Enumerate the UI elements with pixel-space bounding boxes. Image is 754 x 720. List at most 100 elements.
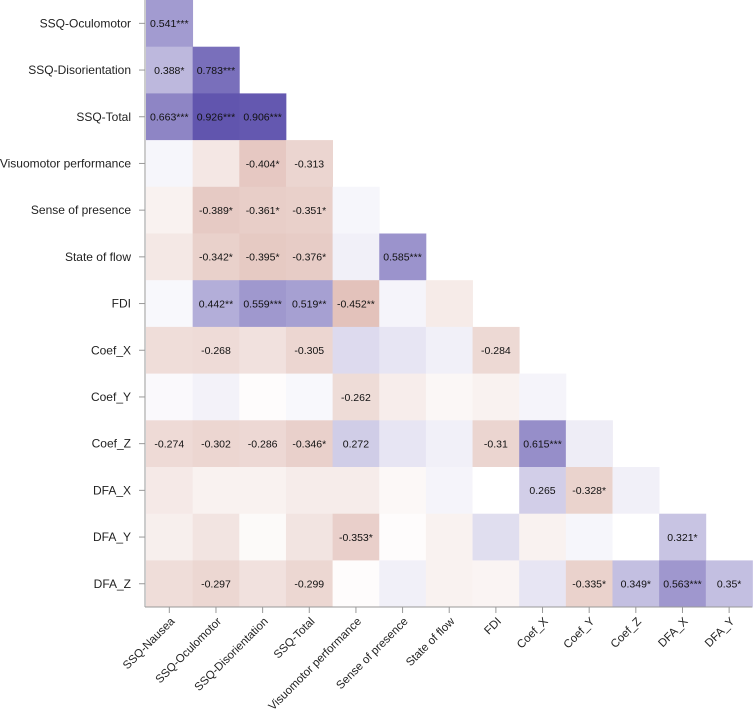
heatmap-cell-coef-x-ssq-disorientation [239,326,287,374]
row-label-dfa-z: DFA_Z [94,577,131,591]
heatmap-cell-coef-x-sense-of-presence [379,326,427,374]
cell-value-label: -0.299 [294,579,324,591]
heatmap-cell-dfa-y-coef-z [612,513,660,561]
heatmap-cell-dfa-z-ssq-total [285,560,333,608]
row-label-coef-z: Coef_Z [92,437,131,451]
heatmap-cell-dfa-z-coef-z [612,560,660,608]
cell-value-label: -0.305 [294,345,324,357]
heatmap-cell-coef-y-state-of-flow [425,373,473,421]
heatmap-cell-dfa-y-ssq-total [285,513,333,561]
heatmap-cell-dfa-y-coef-y [565,513,613,561]
cell-value-label: -0.284 [481,345,511,357]
heatmap-cell-coef-y-ssq-nausea [146,373,194,421]
heatmap-cell-dfa-z-coef-x [519,560,567,608]
heatmap-cell-dfa-y-state-of-flow [425,513,473,561]
heatmap-cell-ssq-total-ssq-nausea [146,93,194,141]
heatmap-cell-coef-z-ssq-total [285,420,333,468]
cell-value-label: -0.351* [292,205,326,217]
cell-value-label: -0.274 [154,438,184,450]
cell-value-label: 0.906*** [243,112,282,124]
heatmap-cell-coef-z-ssq-nausea [146,420,194,468]
heatmap-cell-fdi-ssq-nausea [146,280,194,328]
heatmap-cell-ssq-total-ssq-disorientation [239,93,287,141]
heatmap-cell-fdi-ssq-total [285,280,333,328]
heatmap-cell-fdi-visuomotor-performance [332,280,380,328]
heatmap-cell-sense-of-presence-ssq-total [285,186,333,234]
heatmap-cell-state-of-flow-ssq-disorientation [239,233,287,281]
row-label-ssq-oculomotor: SSQ-Oculomotor [40,16,131,30]
heatmap-cell-sense-of-presence-visuomotor-performance [332,186,380,234]
cell-value-label: 0.585*** [383,252,422,264]
heatmap-cell-dfa-x-ssq-nausea [146,467,194,515]
heatmap-cell-state-of-flow-sense-of-presence [379,233,427,281]
heatmap-cell-dfa-z-dfa-y [705,560,753,608]
heatmap-cell-dfa-z-ssq-nausea [146,560,194,608]
cell-value-label: -0.286 [248,438,278,450]
col-label-visuomotor-performance: Visuomotor performance [267,616,364,713]
heatmap-cell-coef-y-fdi [472,373,520,421]
heatmap-cell-coef-y-sense-of-presence [379,373,427,421]
cell-value-label: 0.349* [621,579,651,591]
col-label-coef-y: Coef_Y [562,615,598,651]
heatmap-cell-state-of-flow-visuomotor-performance [332,233,380,281]
heatmap-cell-state-of-flow-ssq-oculomotor [192,233,240,281]
cell-value-label: -0.262 [341,392,371,404]
cell-value-label: 0.783*** [197,65,236,77]
heatmap-cell-coef-z-fdi [472,420,520,468]
heatmap-cell-dfa-x-state-of-flow [425,467,473,515]
row-label-state-of-flow: State of flow [65,250,131,264]
heatmap-cell-dfa-y-fdi [472,513,520,561]
heatmap-cell-visuomotor-performance-ssq-total [285,140,333,188]
heatmap-cell-coef-y-coef-x [519,373,567,421]
cell-value-label: -0.389* [199,205,233,217]
cell-value-label: -0.404* [246,158,280,170]
heatmap-cell-sense-of-presence-ssq-disorientation [239,186,287,234]
cell-value-label: 0.265 [529,485,555,497]
heatmap-cell-coef-x-fdi [472,326,520,374]
cell-value-label: -0.361* [246,205,280,217]
heatmap-cell-dfa-y-ssq-disorientation [239,513,287,561]
col-label-coef-z: Coef_Z [609,616,644,651]
cell-value-label: 0.559*** [243,298,282,310]
col-label-dfa-x: DFA_X [656,615,690,649]
cell-value-label: -0.452** [337,298,375,310]
heatmap-cell-dfa-x-ssq-total [285,467,333,515]
cell-value-label: -0.313 [294,158,324,170]
heatmap-cell-state-of-flow-ssq-nausea [146,233,194,281]
heatmap-cell-coef-z-state-of-flow [425,420,473,468]
heatmap-cell-coef-y-ssq-oculomotor [192,373,240,421]
cell-value-label: -0.335* [572,579,606,591]
heatmap-cell-visuomotor-performance-ssq-oculomotor [192,140,240,188]
row-label-ssq-disorientation: SSQ-Disorientation [28,63,131,77]
cell-value-label: 0.615*** [523,438,562,450]
cell-value-label: 0.442** [199,298,233,310]
cell-value-label: -0.31 [484,438,508,450]
heatmap-cell-dfa-y-coef-x [519,513,567,561]
column-labels: SSQ-NauseaSSQ-OculomotorSSQ-Disorientati… [121,607,737,713]
col-label-dfa-y: DFA_Y [703,615,737,649]
heatmap-cell-ssq-oculomotor-ssq-nausea [146,0,194,48]
heatmap-cell-dfa-x-coef-x [519,467,567,515]
heatmap-cell-dfa-z-visuomotor-performance [332,560,380,608]
cell-value-label: -0.346* [292,438,326,450]
heatmap-cell-ssq-disorientation-ssq-nausea [146,46,194,94]
heatmap-cell-fdi-ssq-disorientation [239,280,287,328]
heatmap-cell-coef-x-state-of-flow [425,326,473,374]
cell-value-label: -0.328* [572,485,606,497]
heatmap-cell-coef-z-visuomotor-performance [332,420,380,468]
heatmap-cell-dfa-x-visuomotor-performance [332,467,380,515]
heatmap-cell-coef-x-visuomotor-performance [332,326,380,374]
heatmap-cell-coef-y-ssq-disorientation [239,373,287,421]
heatmap-cell-coef-z-coef-y [565,420,613,468]
cell-value-label: -0.342* [199,252,233,264]
heatmap-cell-dfa-z-dfa-x [659,560,707,608]
heatmap-cell-dfa-x-fdi [472,467,520,515]
cell-value-label: 0.35* [717,579,742,591]
heatmap-cell-coef-x-ssq-oculomotor [192,326,240,374]
row-label-coef-y: Coef_Y [91,390,131,404]
cell-value-label: 0.388* [154,65,184,77]
heatmap-cell-sense-of-presence-ssq-nausea [146,186,194,234]
heatmap-cell-state-of-flow-ssq-total [285,233,333,281]
heatmap-cell-dfa-x-sense-of-presence [379,467,427,515]
